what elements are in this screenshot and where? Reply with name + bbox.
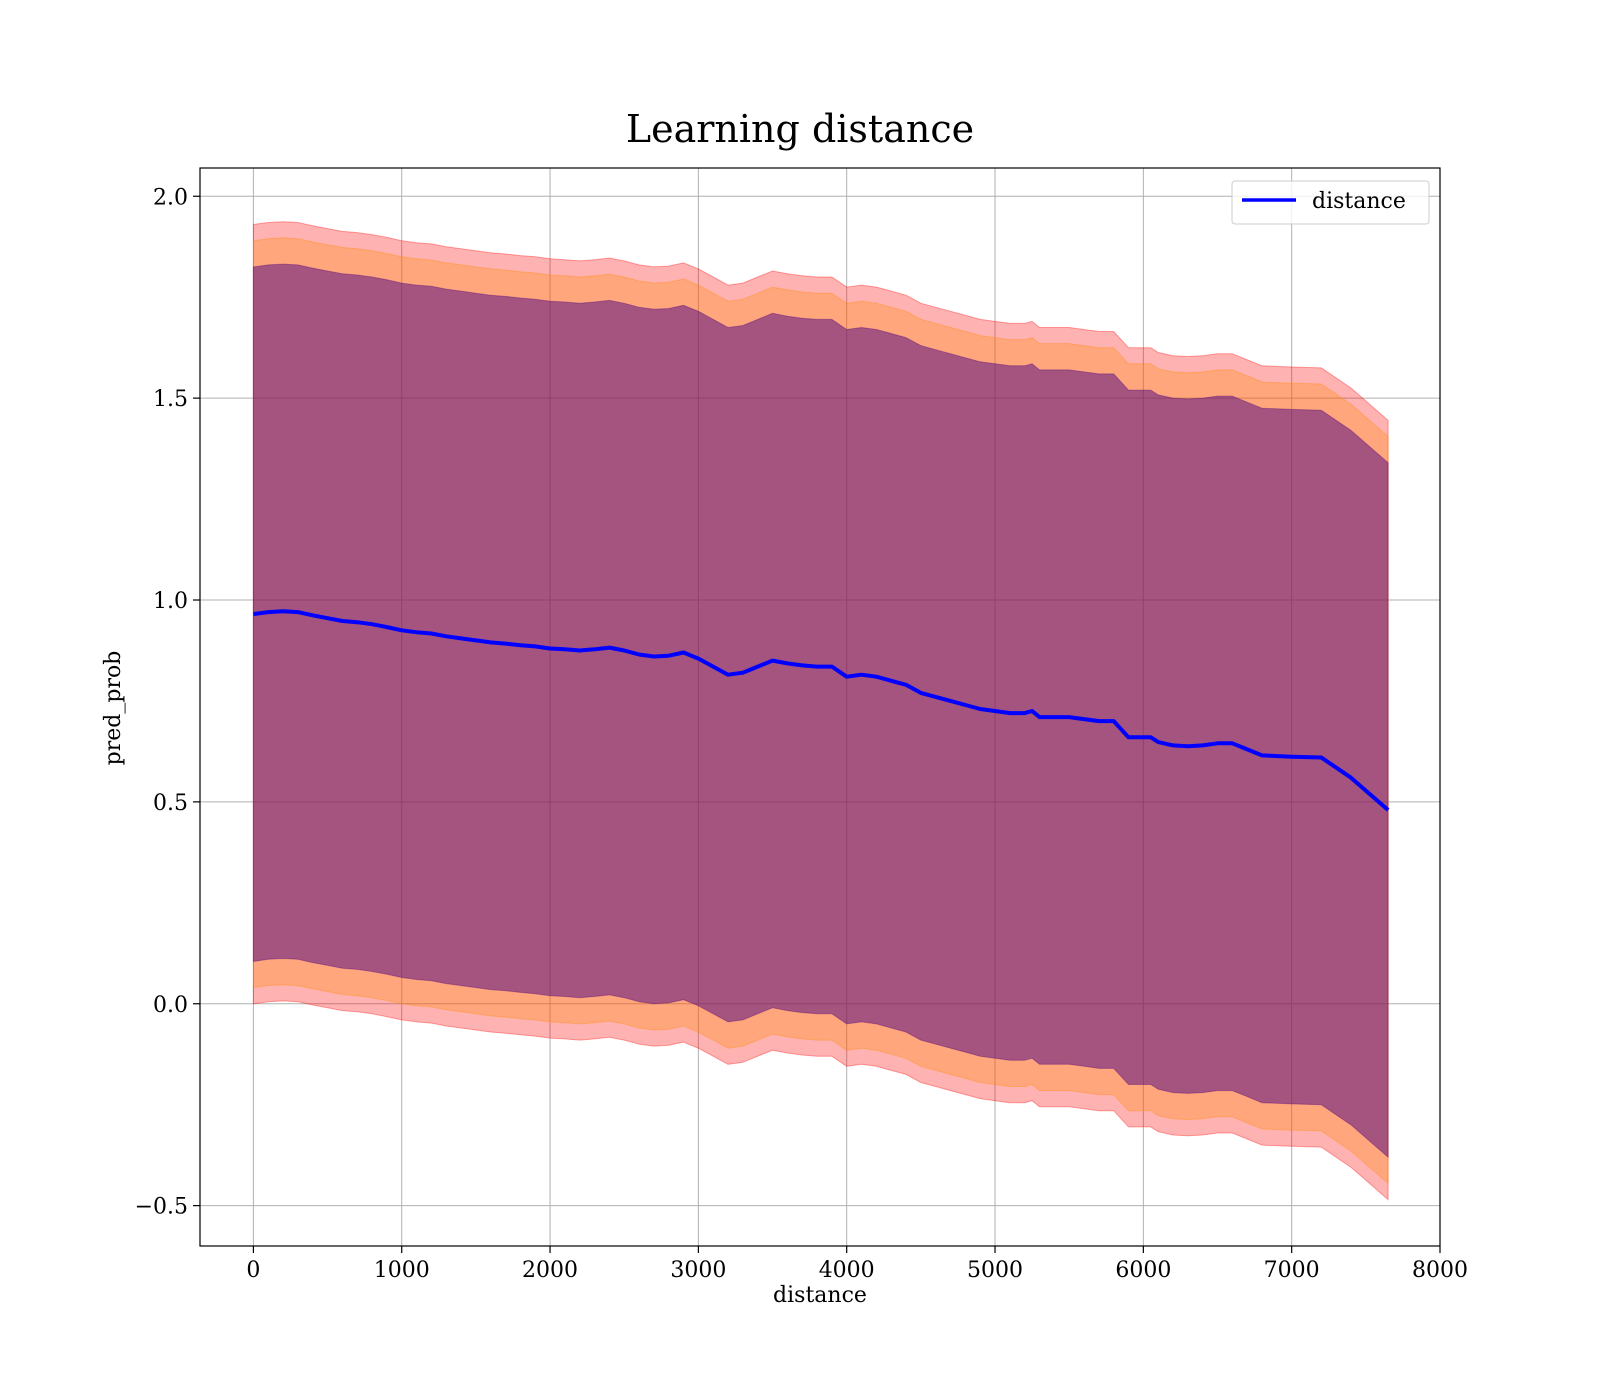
- x-tick-label: 7000: [1264, 1258, 1320, 1283]
- x-tick-label: 8000: [1412, 1258, 1468, 1283]
- x-tick-label: 3000: [670, 1258, 726, 1283]
- y-axis-title: pred_prob: [101, 651, 126, 766]
- line-layer: [253, 609, 1390, 812]
- x-tick-label: 2000: [522, 1258, 578, 1283]
- legend-box: [1231, 180, 1430, 225]
- chart-title: Learning distance: [626, 107, 974, 151]
- tick-layer: 0 1000 2000 3000 4000 5000 6000 7000 8000 −0.5 0.0…: [135, 185, 1468, 1283]
- x-tick-label: 1000: [374, 1258, 430, 1283]
- y-tick-label: 0.5: [153, 791, 188, 816]
- plot-frame: [199, 167, 1441, 1247]
- x-tick-label: 4000: [819, 1258, 875, 1283]
- x-tick-label: 5000: [967, 1258, 1023, 1283]
- x-tick-label: 6000: [1115, 1258, 1171, 1283]
- band-inner: [252, 263, 1389, 1159]
- legend-label-distance: distance: [1312, 189, 1406, 214]
- y-tick-label: 0.0: [153, 993, 188, 1018]
- band-layer: [252, 221, 1389, 1201]
- x-axis-title: distance: [773, 1283, 867, 1308]
- y-tick-label: 1.5: [153, 387, 188, 412]
- y-tick-label: 1.0: [153, 589, 188, 614]
- y-tick-label: −0.5: [135, 1195, 188, 1220]
- series-line-distance: [253, 609, 1390, 812]
- y-tick-label: 2.0: [153, 185, 188, 210]
- x-tick-label: 0: [246, 1258, 260, 1283]
- legend: distance: [1231, 180, 1430, 225]
